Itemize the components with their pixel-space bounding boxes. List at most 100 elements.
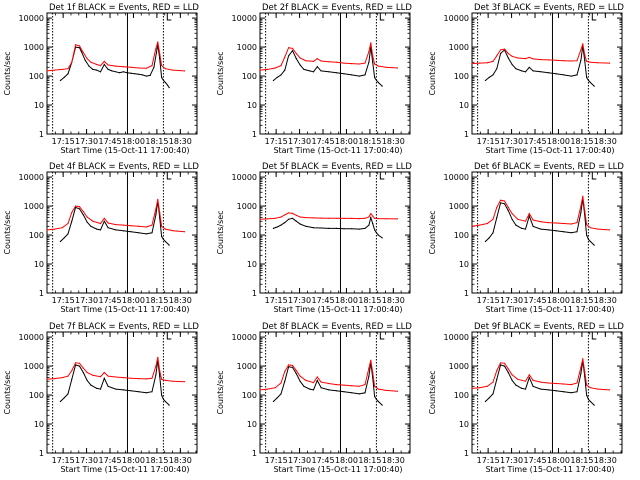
y-tick-label: 100 xyxy=(29,72,44,81)
panel-title: Det 3f BLACK = Events, RED = LLD xyxy=(474,3,624,13)
x-tick-label: 17:15 xyxy=(477,456,500,465)
x-tick-label: 17:15 xyxy=(52,296,75,305)
lld-point xyxy=(155,47,157,50)
lld-point xyxy=(582,358,584,360)
events-point xyxy=(130,72,132,74)
lld-point xyxy=(597,388,599,390)
events-point xyxy=(364,392,366,394)
lld-point xyxy=(563,383,565,385)
lld-point xyxy=(500,199,502,201)
x-tick-label: 18:15 xyxy=(358,137,381,146)
lld-point xyxy=(161,225,163,227)
lld-point xyxy=(555,222,557,224)
lld-point xyxy=(172,69,174,71)
lld-point xyxy=(586,384,588,386)
events-point xyxy=(488,76,490,78)
events-point xyxy=(71,378,73,380)
events-point xyxy=(589,81,592,84)
lld-point xyxy=(471,387,473,389)
lld-point xyxy=(368,51,370,53)
events-point xyxy=(335,390,337,392)
events-point xyxy=(570,392,572,394)
x-tick-label: 18:15 xyxy=(570,456,593,465)
x-tick-label: 17:15 xyxy=(265,296,288,305)
events-point xyxy=(364,74,366,76)
y-axis-label: Counts/sec xyxy=(428,51,437,95)
x-axis-label: Start Time (15-Oct-11 17:00:40) xyxy=(485,146,614,155)
events-point xyxy=(130,231,132,233)
events-point xyxy=(587,79,590,82)
x-tick-label: 18:30 xyxy=(169,296,192,305)
events-point xyxy=(284,222,286,224)
events-point xyxy=(145,233,147,235)
events-point xyxy=(316,66,318,68)
events-point xyxy=(122,389,124,391)
lld-point xyxy=(164,68,166,70)
x-axis-label: Start Time (15-Oct-11 17:00:40) xyxy=(273,305,402,314)
events-point xyxy=(335,227,337,229)
lld-point xyxy=(138,378,140,380)
lld-point xyxy=(299,216,301,218)
events-point xyxy=(547,389,550,391)
lld-point xyxy=(586,60,588,63)
events-point xyxy=(351,392,353,394)
events-point xyxy=(155,374,157,376)
lld-point xyxy=(372,215,374,217)
events-point xyxy=(161,235,163,237)
x-tick-label: 18:00 xyxy=(335,456,358,465)
lld-point xyxy=(288,47,290,49)
y-tick-label: 10000 xyxy=(19,333,44,342)
x-tick-label: 17:45 xyxy=(523,296,546,305)
events-point xyxy=(280,393,282,395)
lld-point xyxy=(267,68,269,70)
x-tick-label: 17:15 xyxy=(52,456,75,465)
events-point xyxy=(122,230,124,232)
lld-point xyxy=(584,54,586,56)
lld-point xyxy=(274,387,276,389)
lld-point xyxy=(312,60,315,63)
events-point xyxy=(71,220,73,222)
lld-point xyxy=(295,370,297,372)
lld-point xyxy=(328,61,330,63)
x-tick-label: 18:30 xyxy=(382,456,405,465)
events-point xyxy=(364,227,366,229)
events-point xyxy=(521,70,523,72)
lld-point xyxy=(532,379,534,381)
events-point xyxy=(90,225,92,227)
events-point xyxy=(570,75,572,77)
events-point xyxy=(63,397,65,399)
plot-frame xyxy=(471,12,623,135)
lld-point xyxy=(589,387,592,389)
events-point xyxy=(503,203,506,205)
lld-point xyxy=(115,376,117,378)
lld-point xyxy=(183,381,186,383)
events-point xyxy=(343,391,345,393)
y-axis-label: Counts/sec xyxy=(3,51,12,95)
plot-frame xyxy=(259,12,411,135)
events-point xyxy=(500,52,502,55)
events-point xyxy=(312,71,315,73)
events-point xyxy=(153,66,155,68)
x-tick-label: 18:30 xyxy=(169,137,192,146)
events-point xyxy=(75,364,77,366)
events-point xyxy=(299,64,301,66)
events-point xyxy=(563,231,565,233)
events-point xyxy=(82,371,84,374)
plot-frame xyxy=(259,171,411,294)
y-tick-label: 1000 xyxy=(237,43,257,52)
x-tick-label: 18:00 xyxy=(122,296,145,305)
lld-point xyxy=(78,45,81,47)
x-tick-label: 17:15 xyxy=(477,137,500,146)
lld-point xyxy=(370,42,372,44)
lld-point xyxy=(503,200,506,202)
lld-point xyxy=(183,70,186,72)
y-axis-label: Counts/sec xyxy=(428,370,437,414)
lld-point xyxy=(103,371,105,374)
y-tick-label: 1000 xyxy=(24,43,44,52)
lld-point xyxy=(320,381,322,383)
y-tick-label: 100 xyxy=(242,231,257,240)
y-tick-label: 100 xyxy=(454,391,469,400)
events-point xyxy=(276,397,278,399)
events-point xyxy=(59,400,62,403)
events-point xyxy=(164,400,166,403)
